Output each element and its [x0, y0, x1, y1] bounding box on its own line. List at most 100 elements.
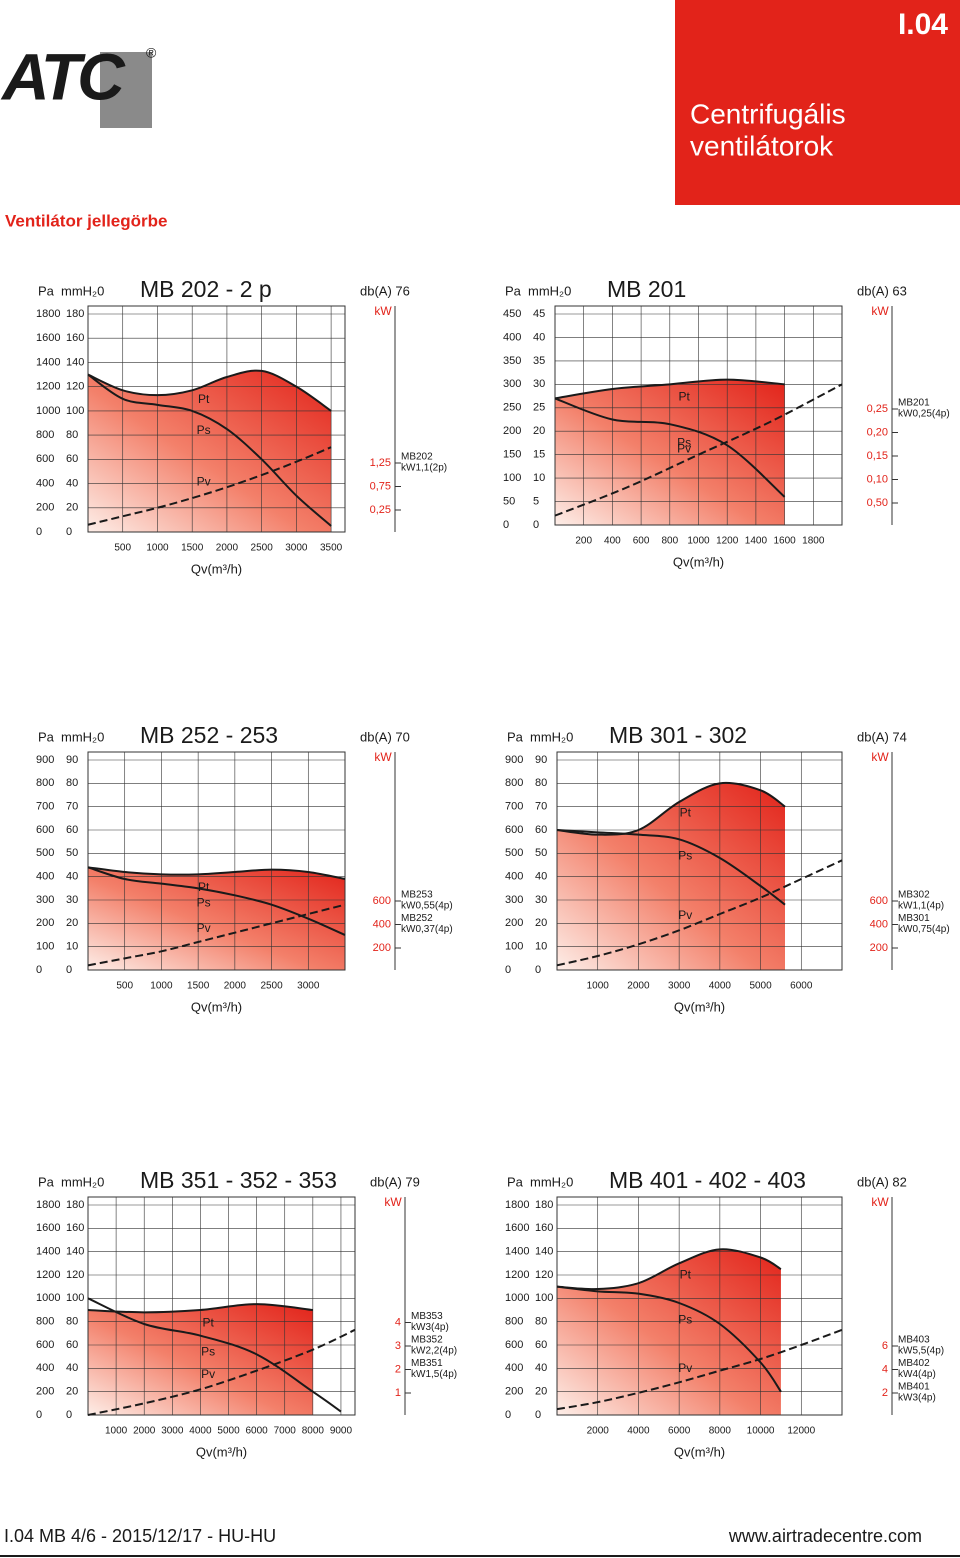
x-tick-label: 500 [114, 543, 131, 554]
y-tick-label: 1000 [505, 1292, 529, 1304]
kw-tick-label: 400 [870, 918, 888, 930]
y2-tick-label: 40 [533, 331, 545, 343]
noise-level: db(A) 82 [857, 1174, 907, 1189]
kw-tick-label: 0,25 [867, 403, 888, 415]
x-tick-label: 9000 [330, 1426, 353, 1437]
y-tick-label: 1200 [505, 1269, 529, 1281]
y2-tick-label: 50 [535, 847, 547, 859]
y2-tick-label: 0 [66, 964, 72, 976]
y2-tick-label: 15 [533, 449, 545, 461]
y-tick-label: 300 [505, 894, 523, 906]
motor-name: MB301 [898, 913, 930, 924]
x-tick-label: 1500 [187, 981, 210, 992]
x-tick-label: 1400 [745, 536, 768, 547]
axis-label: mmH₂0 [530, 729, 573, 744]
x-tick-label: 400 [604, 536, 621, 547]
y-tick-label: 200 [36, 1386, 54, 1398]
y-tick-label: 1400 [36, 356, 60, 368]
curve [87, 1297, 342, 1413]
y-tick-label: 500 [505, 847, 523, 859]
curve-label: Pv [197, 921, 211, 935]
motor-power: kW0,75(4p) [898, 924, 950, 935]
x-tick-label: 1000 [150, 981, 173, 992]
kw-label: kW [374, 304, 392, 318]
y-tick-label: 600 [36, 453, 54, 465]
motor-name: MB403 [898, 1335, 930, 1346]
y-tick-label: 500 [36, 847, 54, 859]
curve [556, 1285, 782, 1393]
x-tick-label: 3000 [285, 543, 308, 554]
x-axis-label: Qv(m³/h) [674, 999, 725, 1014]
curve [87, 866, 346, 936]
curve-label: Ps [678, 848, 692, 862]
y2-tick-label: 60 [535, 824, 547, 836]
motor-power: kW3(4p) [898, 1393, 936, 1404]
y2-tick-label: 140 [66, 1246, 84, 1258]
x-tick-label: 1000 [146, 543, 169, 554]
kw-tick-label: 600 [870, 895, 888, 907]
y2-tick-label: 45 [533, 308, 545, 320]
x-tick-label: 2000 [587, 1426, 610, 1437]
curve [554, 378, 785, 400]
y2-tick-label: 180 [66, 1199, 84, 1211]
y2-tick-label: 180 [66, 308, 84, 320]
y2-tick-label: 35 [533, 355, 545, 367]
axis-label: Pa [507, 729, 524, 744]
y2-tick-label: 20 [533, 425, 545, 437]
curve [87, 373, 332, 527]
x-tick-label: 3000 [668, 981, 691, 992]
chart-title: MB 202 - 2 p [140, 276, 272, 302]
kw-tick-label: 200 [870, 942, 888, 954]
y-tick-label: 1000 [36, 405, 60, 417]
y-tick-label: 800 [505, 1316, 523, 1328]
y2-tick-label: 140 [535, 1246, 553, 1258]
curve-label: Pt [678, 389, 690, 403]
logo-square [100, 52, 152, 128]
noise-level: db(A) 70 [360, 729, 410, 744]
section-title: Ventilátor jellegörbe [5, 211, 168, 230]
y2-tick-label: 40 [535, 1362, 547, 1374]
x-tick-label: 10000 [747, 1426, 775, 1437]
kw-tick-label: 400 [373, 918, 391, 930]
y-tick-label: 450 [503, 308, 521, 320]
motor-power: kW5,5(4p) [898, 1346, 944, 1357]
y-tick-label: 1800 [36, 1199, 60, 1211]
y2-tick-label: 25 [533, 402, 545, 414]
kw-tick-label: 2 [882, 1387, 888, 1399]
x-tick-label: 7000 [274, 1426, 297, 1437]
kw-tick-label: 2 [395, 1363, 401, 1375]
chart-title: MB 201 [607, 276, 686, 302]
y2-tick-label: 40 [66, 1362, 78, 1374]
y-tick-label: 150 [503, 449, 521, 461]
y-tick-label: 250 [503, 402, 521, 414]
curve-label: Pv [201, 1367, 215, 1381]
y2-tick-label: 10 [533, 472, 545, 484]
y-tick-label: 1600 [36, 1222, 60, 1234]
y-tick-label: 1600 [505, 1222, 529, 1234]
pt-area [88, 867, 345, 970]
x-tick-label: 1600 [773, 536, 796, 547]
curve-label: Pt [680, 1267, 692, 1281]
x-tick-label: 2000 [216, 543, 239, 554]
y-tick-label: 600 [505, 1339, 523, 1351]
y-tick-label: 1800 [505, 1199, 529, 1211]
y2-tick-label: 40 [66, 477, 78, 489]
kw-tick-label: 0,50 [867, 497, 888, 509]
y2-tick-label: 180 [535, 1199, 553, 1211]
y2-tick-label: 5 [533, 495, 539, 507]
kw-tick-label: 0,10 [867, 473, 888, 485]
kw-label: kW [384, 1195, 402, 1209]
curve-label: Pv [678, 908, 692, 922]
x-tick-label: 4000 [709, 981, 732, 992]
x-tick-label: 2500 [260, 981, 283, 992]
y-tick-label: 700 [36, 801, 54, 813]
curve-label: Ps [201, 1344, 215, 1358]
x-tick-label: 1000 [105, 1426, 128, 1437]
motor-power: kW0,37(4p) [401, 924, 453, 935]
curve-label: Pt [680, 805, 692, 819]
y-tick-label: 1200 [36, 381, 60, 393]
x-tick-label: 1200 [716, 536, 739, 547]
noise-level: db(A) 79 [370, 1174, 420, 1189]
curve [556, 1248, 782, 1291]
curve-label: Ps [677, 436, 691, 450]
